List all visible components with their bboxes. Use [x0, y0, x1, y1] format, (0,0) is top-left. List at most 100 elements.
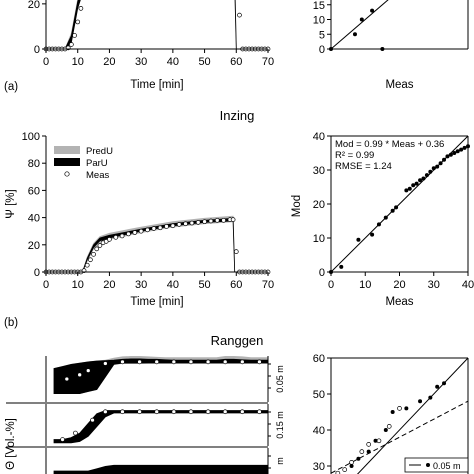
- identity-line: [356, 357, 469, 474]
- meas-point: [188, 359, 194, 365]
- meas-point: [188, 409, 194, 415]
- y-tick-label: 100: [22, 131, 40, 143]
- scatter-point: [459, 147, 464, 152]
- y-tick-label: 40: [28, 213, 40, 225]
- scatter-point-filled: [435, 384, 440, 389]
- scatter-point: [404, 188, 409, 193]
- meas-point: [113, 234, 119, 240]
- y-tick-label: 0: [34, 44, 40, 56]
- meas-point: [90, 417, 95, 423]
- scatter-point: [438, 161, 443, 166]
- meas-point: [154, 359, 160, 365]
- meas-point: [103, 409, 108, 415]
- x-tick-label: 60: [230, 279, 242, 291]
- scatter-point: [421, 176, 426, 181]
- x-tick-label: 30: [135, 56, 147, 68]
- meas-point: [239, 409, 245, 415]
- scatter-point-filled: [418, 399, 423, 404]
- scatter-point-filled: [428, 395, 433, 400]
- y-tick-label: 60: [313, 353, 325, 365]
- meas-point: [176, 222, 182, 227]
- meas-point: [78, 6, 84, 11]
- scatter-point: [424, 173, 429, 178]
- paru-band: [46, 217, 268, 273]
- fit-annotation: RMSE = 1.24: [335, 161, 392, 172]
- paru-band: [53, 358, 269, 394]
- identity-line: [330, 0, 389, 50]
- meas-point: [208, 218, 214, 224]
- legend-point-swatch: [426, 463, 430, 467]
- scatter-point: [466, 144, 470, 149]
- meas-point: [183, 221, 188, 227]
- y-tick-label: 50: [313, 389, 325, 401]
- meas-point: [195, 220, 201, 225]
- x-tick-label: 10: [72, 56, 84, 68]
- y-tick-label: 30: [313, 165, 325, 177]
- y-axis-label: Θ [Vol.-%]: [5, 418, 17, 470]
- meas-point: [138, 228, 144, 234]
- scatter-point: [329, 270, 333, 274]
- scatter-point: [428, 169, 433, 174]
- scatter-point: [455, 149, 460, 154]
- meas-point: [222, 409, 228, 415]
- meas-point: [60, 437, 65, 442]
- scatter-point: [383, 215, 388, 220]
- meas-point: [126, 231, 131, 237]
- meas-point: [120, 409, 125, 415]
- chart-c-scatter: 30 40 50 60 0.05 m: [313, 353, 469, 474]
- scatter-point: [370, 8, 375, 13]
- x-tick-label: 0: [43, 56, 49, 68]
- scatter-point: [414, 181, 419, 186]
- scatter-point: [394, 205, 399, 210]
- meas-point: [69, 42, 74, 47]
- x-axis-label: Meas: [385, 296, 413, 308]
- chart-b-time-series: 0 10 20 30 40 50 60 70 0 20 40 60 80 100 Time [min] Ψ […: [5, 131, 274, 308]
- meas-point: [97, 243, 103, 248]
- x-tick-label: 10: [72, 279, 84, 291]
- meas-point: [88, 257, 93, 263]
- meas-point: [64, 376, 70, 382]
- scatter-point-open: [359, 449, 365, 454]
- scatter-point: [356, 237, 361, 242]
- scatter-point: [352, 32, 357, 37]
- scatter-point: [359, 17, 364, 22]
- meas-point: [75, 19, 81, 25]
- x-tick-label: 20: [103, 279, 115, 291]
- meas-point: [94, 246, 100, 252]
- scatter-point-filled: [404, 406, 409, 411]
- scatter-point: [370, 232, 375, 237]
- regression-line-dashed: [330, 400, 469, 474]
- scatter-point: [329, 47, 333, 51]
- meas-point: [171, 409, 177, 415]
- x-tick-label: 30: [135, 279, 147, 291]
- y-tick-label: 60: [28, 185, 40, 197]
- panel-label-b: (b): [4, 317, 18, 329]
- meas-point: [170, 223, 176, 229]
- y-tick-label: 80: [28, 158, 40, 170]
- title-ranggen: Ranggen: [211, 333, 264, 348]
- meas-point: [77, 372, 83, 378]
- x-tick-label: 40: [462, 279, 474, 291]
- legend-swatch-paru: [54, 158, 80, 166]
- meas-point: [230, 217, 236, 222]
- x-tick-label: 40: [167, 279, 179, 291]
- x-tick-label: 40: [167, 56, 179, 68]
- x-tick-label: 50: [198, 279, 210, 291]
- scatter-point: [376, 222, 381, 227]
- chart-c-time-series: 0.05 m 0.15 m m Θ [Vol.-%]: [5, 356, 285, 474]
- x-tick-label: 30: [428, 279, 440, 291]
- x-tick-label: 20: [103, 56, 115, 68]
- fit-annotation: Mod = 0.99 * Meas + 0.36: [335, 139, 444, 150]
- meas-point: [202, 219, 207, 225]
- meas-point: [205, 359, 211, 365]
- scatter-point-filled: [366, 449, 371, 454]
- meas-point: [214, 217, 220, 223]
- meas-point: [222, 359, 228, 365]
- meas-point: [119, 233, 125, 239]
- paru-band: [53, 464, 269, 474]
- x-tick-label: 0: [328, 279, 334, 291]
- scatter-point-filled: [383, 428, 388, 432]
- meas-point: [120, 359, 125, 365]
- scatter-point-filled: [356, 456, 361, 461]
